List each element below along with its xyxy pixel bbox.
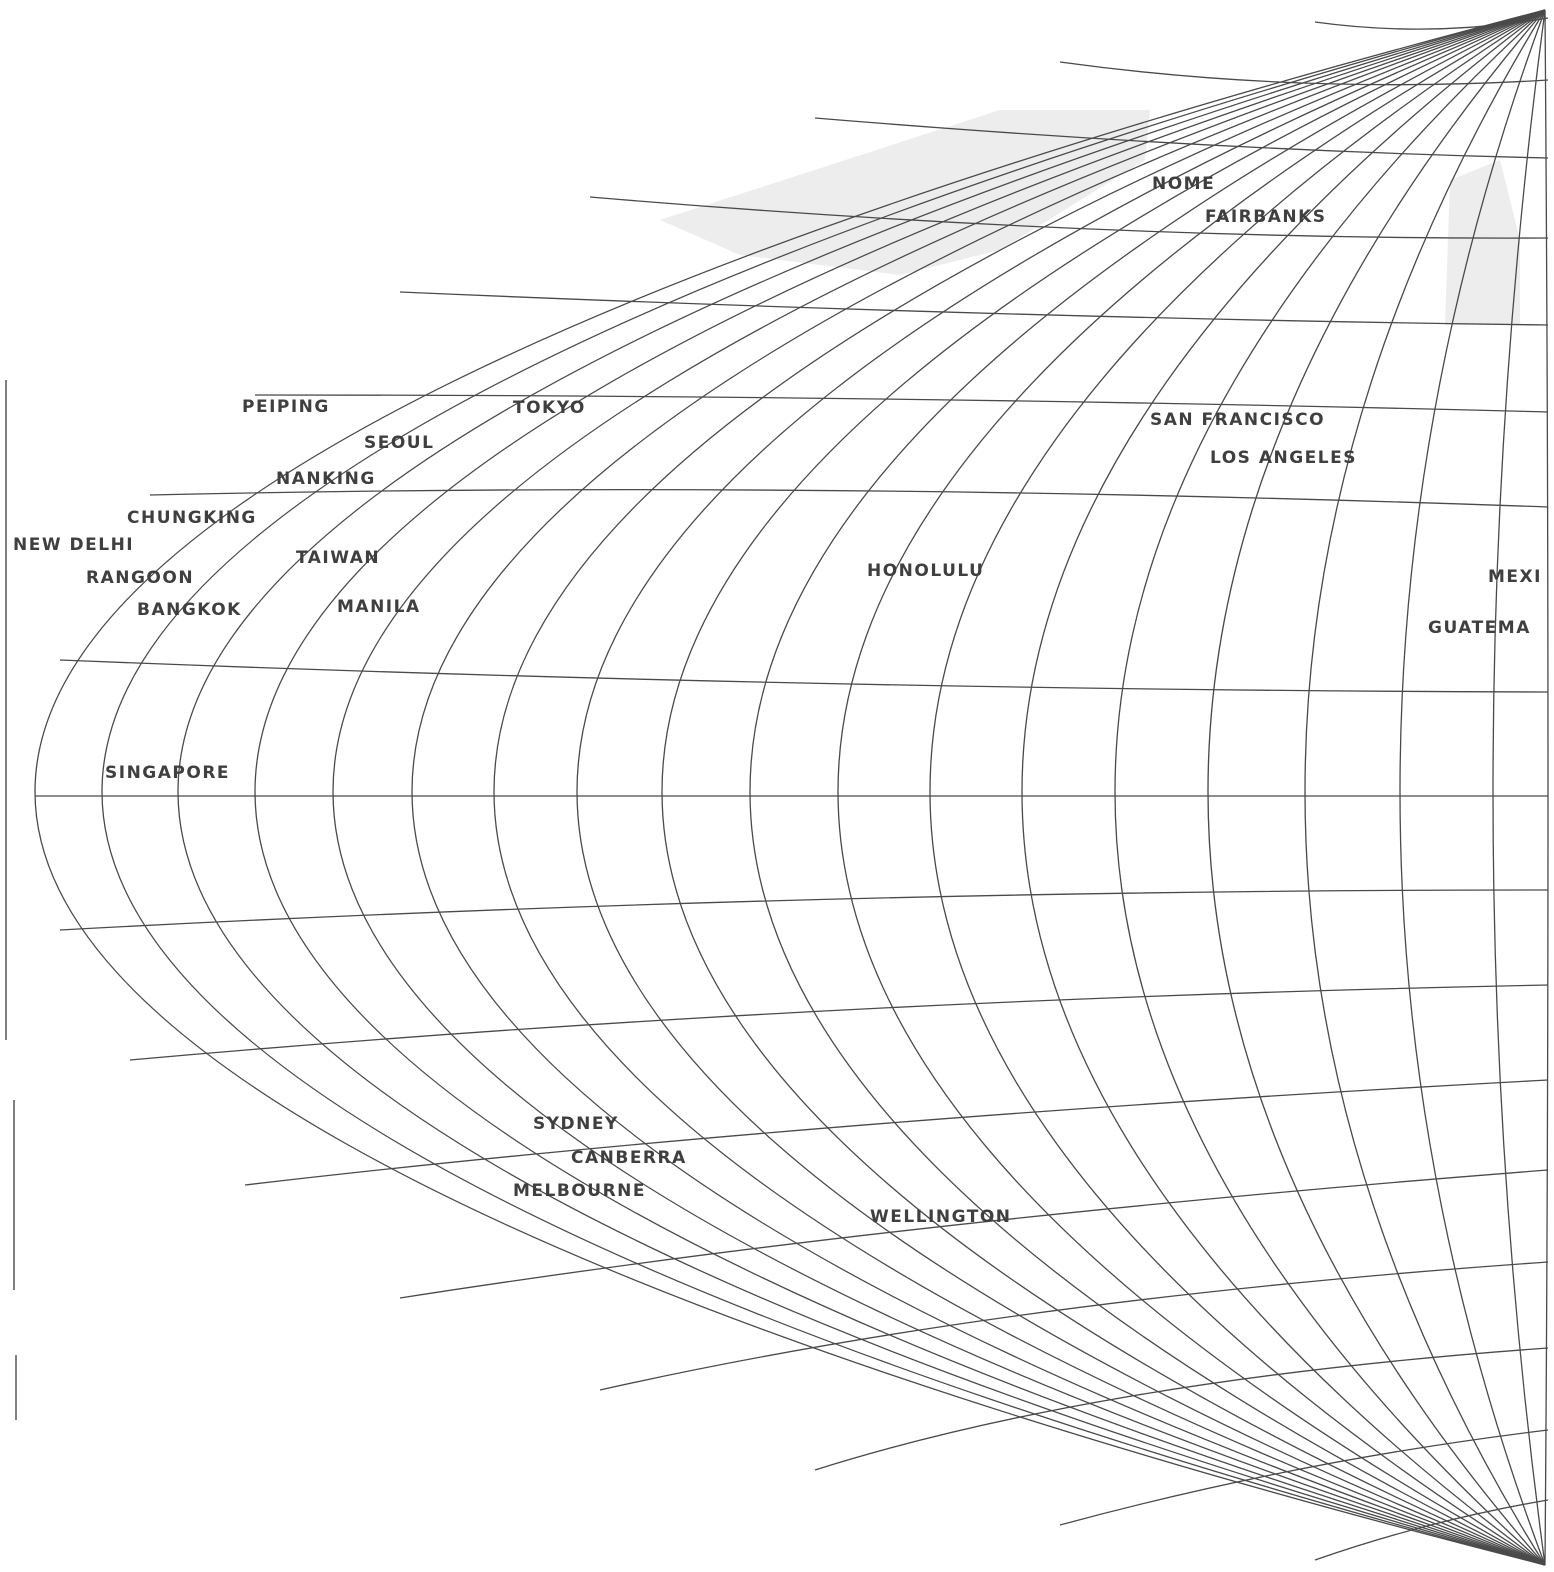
city-label-taiwan: TAIWAN xyxy=(296,548,380,568)
parallel-line xyxy=(59,659,1549,693)
parallel-line xyxy=(589,196,1549,239)
city-label-wellington: WELLINGTON xyxy=(870,1207,1012,1227)
meridian-line xyxy=(1492,9,1546,1566)
meridian-line xyxy=(101,9,1546,1566)
city-label-nanking: NANKING xyxy=(276,469,376,489)
meridian-line xyxy=(1207,9,1546,1566)
parallel-line xyxy=(399,291,1549,326)
shaded-regions xyxy=(660,110,1520,325)
city-label-tokyo: TOKYO xyxy=(513,398,586,418)
meridian-line xyxy=(1114,9,1546,1566)
city-label-canberra: CANBERRA xyxy=(571,1148,687,1168)
meridian-line xyxy=(929,9,1546,1566)
city-label-rangoon: RANGOON xyxy=(86,568,194,588)
city-label-melbourne: MELBOURNE xyxy=(513,1181,646,1201)
meridian-line xyxy=(661,9,1546,1566)
city-label-chungking: CHUNGKING xyxy=(127,508,257,528)
meridian-line xyxy=(749,9,1546,1566)
edge-marks xyxy=(5,380,17,1420)
parallel-line xyxy=(1059,1429,1549,1526)
city-label-nome: NOME xyxy=(1152,174,1215,194)
parallel-line xyxy=(814,117,1549,159)
meridian-line xyxy=(254,9,1546,1566)
city-label-guatema: GUATEMA xyxy=(1428,618,1531,638)
parallel-line xyxy=(1314,17,1549,30)
meridian-line xyxy=(1544,9,1549,1566)
city-label-honolulu: HONOLULU xyxy=(867,561,984,581)
meridian-line xyxy=(34,9,1546,1566)
parallel-line xyxy=(254,394,1549,413)
parallel-line xyxy=(1059,61,1549,86)
meridian-line xyxy=(1399,9,1546,1566)
meridian-line xyxy=(1021,9,1546,1566)
meridian-line xyxy=(1304,9,1546,1566)
city-label-mexi: MEXI xyxy=(1488,567,1542,587)
city-label-manila: MANILA xyxy=(337,597,421,617)
parallel-line xyxy=(244,1079,1549,1186)
meridian-line xyxy=(177,9,1546,1566)
parallel-line xyxy=(129,984,1549,1061)
city-label-seoul: SEOUL xyxy=(364,433,434,453)
city-label-los-angeles: LOS ANGELES xyxy=(1210,448,1357,468)
city-label-sydney: SYDNEY xyxy=(533,1114,619,1134)
city-label-singapore: SINGAPORE xyxy=(105,763,230,783)
parallel-line xyxy=(399,1169,1549,1299)
meridian-line xyxy=(837,9,1546,1566)
parallel-line xyxy=(149,488,1549,508)
city-label-fairbanks: FAIRBANKS xyxy=(1205,207,1327,227)
parallel-line xyxy=(814,1347,1549,1471)
city-label-bangkok: BANGKOK xyxy=(137,600,242,620)
parallel-line xyxy=(1314,1499,1549,1561)
city-label-san-francisco: SAN FRANCISCO xyxy=(1150,410,1325,430)
parallel-line xyxy=(599,1261,1549,1391)
city-labels: NOME FAIRBANKS PEIPING TOKYO SEOUL SAN F… xyxy=(13,174,1542,1227)
graticule xyxy=(34,9,1549,1566)
meridian-line xyxy=(332,9,1546,1566)
meridian-line xyxy=(576,9,1546,1566)
city-label-peiping: PEIPING xyxy=(242,397,330,417)
meridian-line xyxy=(493,9,1546,1566)
parallel-line xyxy=(59,889,1549,931)
city-label-new-delhi: NEW DELHI xyxy=(13,535,134,555)
